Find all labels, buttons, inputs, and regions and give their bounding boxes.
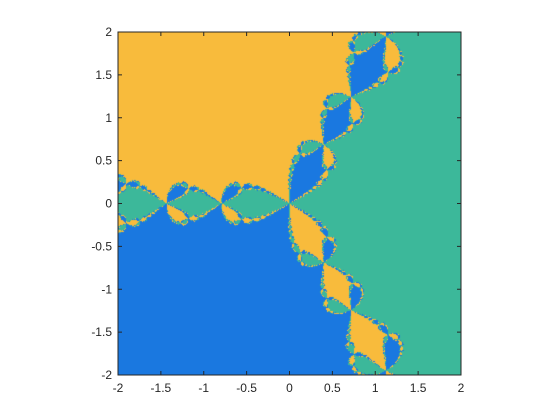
x-tick-label: 1.5 — [410, 381, 427, 395]
plot-area — [117, 31, 462, 376]
y-tick-label: 1.5 — [95, 68, 112, 82]
y-tick-label: 2 — [105, 25, 112, 39]
x-tick-label: 0 — [286, 381, 293, 395]
y-tick-label: 1 — [105, 111, 112, 125]
y-axis: 2 1.5 1 0.5 0 -0.5 -1 -1.5 -2 — [91, 25, 461, 382]
y-tick-label: -0.5 — [91, 239, 112, 253]
x-tick-label: 1 — [372, 381, 379, 395]
y-tick-label: -2 — [101, 368, 112, 382]
x-axis: -2 -1.5 -1 -0.5 0 0.5 1 1.5 2 — [113, 32, 465, 395]
x-tick-label: -0.5 — [236, 381, 257, 395]
y-tick-label: -1.5 — [91, 325, 112, 339]
x-tick-label: 2 — [458, 381, 465, 395]
x-tick-label: 0.5 — [324, 381, 341, 395]
y-tick-label: -1 — [101, 282, 112, 296]
x-tick-label: -1.5 — [151, 381, 172, 395]
x-tick-label: -2 — [113, 381, 124, 395]
fractal-image — [118, 32, 461, 375]
x-tick-label: -1 — [198, 381, 209, 395]
y-tick-label: 0.5 — [95, 154, 112, 168]
y-tick-label: 0 — [105, 197, 112, 211]
